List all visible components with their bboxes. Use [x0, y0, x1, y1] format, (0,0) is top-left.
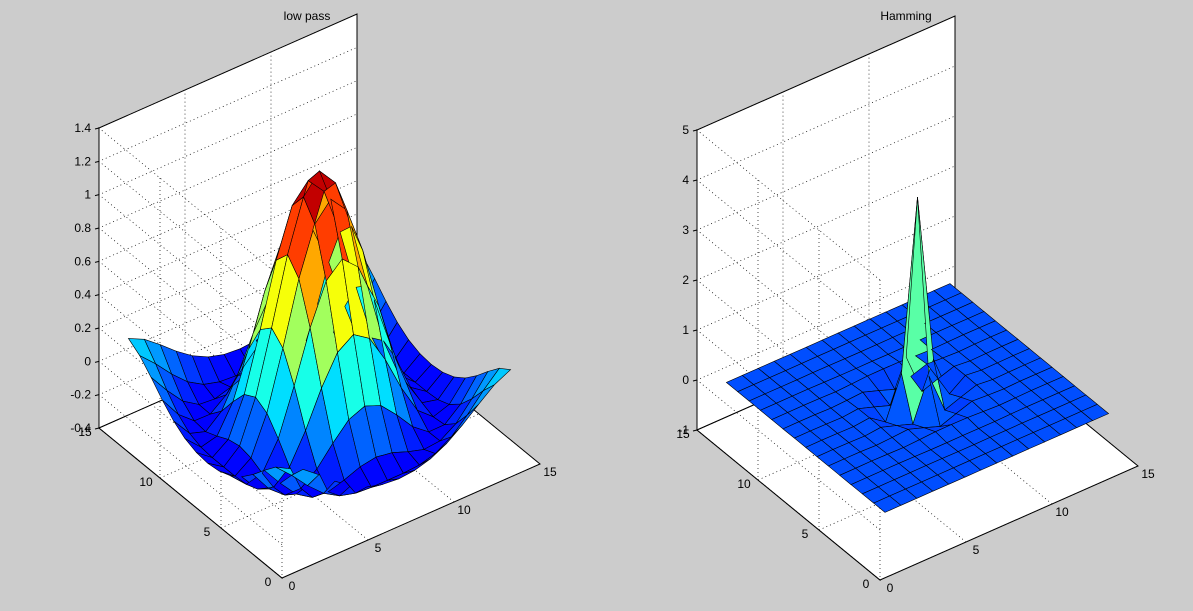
chart-title: low pass — [284, 9, 331, 23]
z-tick-labels: -0.4 -0.2 0 0.2 0.4 0.6 0.8 1 1.2 1.4 — [70, 121, 100, 435]
y-tick-label: 10 — [737, 477, 751, 491]
z-tick-label: 3 — [682, 223, 689, 237]
z-tick-label: 0.8 — [74, 221, 91, 235]
z-tick — [94, 194, 100, 197]
z-tick — [692, 429, 698, 432]
z-tick — [692, 279, 698, 282]
z-tick — [692, 379, 698, 382]
y-tick-labels: 0 5 10 15 — [78, 425, 271, 589]
z-tick — [692, 329, 698, 332]
z-tick — [94, 394, 100, 397]
surface-face — [483, 367, 512, 391]
y-tick-label: 10 — [139, 475, 153, 489]
z-tick-label: -0.4 — [70, 421, 91, 435]
z-tick — [94, 294, 100, 297]
z-tick — [94, 127, 100, 130]
z-tick — [692, 179, 698, 182]
z-tick-label: 0.2 — [74, 321, 91, 335]
x-tick-label: 10 — [457, 503, 471, 517]
z-tick-label: 4 — [682, 173, 689, 187]
surface — [127, 170, 512, 498]
x-tick-label: 5 — [973, 543, 980, 557]
z-tick-label: 1 — [682, 323, 689, 337]
x-tick-labels: 0 5 10 15 — [887, 467, 1155, 595]
z-tick-label: 0.6 — [74, 254, 91, 268]
z-tick-label: 0 — [682, 373, 689, 387]
z-tick — [692, 229, 698, 232]
chart-title: Hamming — [880, 9, 931, 23]
x-tick-label: 10 — [1055, 505, 1069, 519]
z-tick-label: 2 — [682, 273, 689, 287]
z-tick-label: -0.2 — [70, 388, 91, 402]
y-tick-labels: 0 5 10 15 — [676, 427, 869, 591]
z-tick — [94, 227, 100, 230]
x-tick-label: 15 — [1141, 467, 1155, 481]
x-tick-labels: 0 5 10 15 — [289, 465, 557, 593]
z-tick-label: 1.4 — [74, 121, 91, 135]
surface — [725, 196, 1110, 513]
z-tick-label: -1 — [678, 423, 689, 437]
y-tick-label: 15 — [78, 425, 92, 439]
y-tick-label: 0 — [265, 575, 272, 589]
z-tick-label: 5 — [682, 123, 689, 137]
y-tick-label: 15 — [676, 427, 690, 441]
z-tick — [692, 129, 698, 132]
x-tick-label: 5 — [375, 541, 382, 555]
z-tick-label: 1 — [84, 188, 91, 202]
y-tick-label: 5 — [802, 527, 809, 541]
z-tick — [94, 360, 100, 363]
panel-2: -1 0 1 2 3 4 5 0 5 10 15 0 5 10 15 Hamming — [676, 9, 1155, 595]
z-tick-label: 1.2 — [74, 154, 91, 168]
x-tick-label: 0 — [887, 581, 894, 595]
z-tick-label: 0.4 — [74, 288, 91, 302]
z-tick-labels: -1 0 1 2 3 4 5 — [678, 123, 698, 437]
x-tick-label: 0 — [289, 579, 296, 593]
z-tick — [94, 427, 100, 430]
surface-face — [1080, 403, 1110, 421]
z-tick — [94, 327, 100, 330]
panel-1: -0.4 -0.2 0 0.2 0.4 0.6 0.8 1 1.2 1.4 0 5 10 15 0 5 10 15… — [70, 9, 557, 593]
z-tick-label: 0 — [84, 354, 91, 368]
z-tick — [94, 260, 100, 263]
y-tick-label: 5 — [204, 525, 211, 539]
z-tick — [94, 160, 100, 163]
y-tick-label: 0 — [863, 577, 870, 591]
x-tick-label: 15 — [543, 465, 557, 479]
